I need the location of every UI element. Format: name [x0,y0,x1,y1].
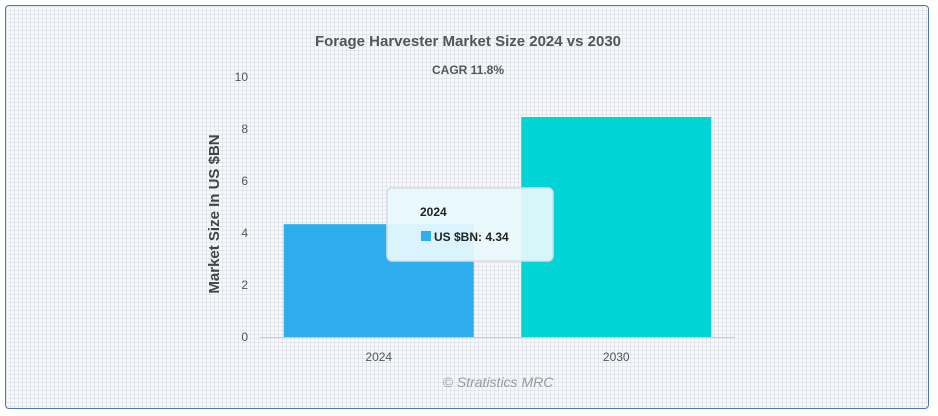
chart-svg: Forage Harvester Market Size 2024 vs 203… [206,33,735,390]
chart-title: Forage Harvester Market Size 2024 vs 203… [315,33,621,50]
tooltip-value: US $BN: 4.34 [434,230,509,244]
y-axis-label: Market Size In US $BN [206,134,223,293]
tooltip-box [386,187,554,262]
y-tick-label: 6 [241,174,248,188]
chart-card: Forage Harvester Market Size 2024 vs 203… [5,5,929,409]
x-axis: 2024 2030 [365,350,630,364]
tooltip: 2024 US $BN: 4.34 [386,187,554,262]
y-tick-label: 8 [241,122,248,136]
x-tick-label: 2024 [365,350,392,364]
x-tick-label: 2030 [603,350,630,364]
chart-credit: © Stratistics MRC [443,374,555,390]
chart-subtitle: CAGR 11.8% [432,63,504,77]
tooltip-category: 2024 [420,205,447,219]
y-tick-label: 4 [241,226,248,240]
y-axis: 0 2 4 6 8 10 [235,70,249,344]
y-tick-label: 0 [241,330,248,344]
y-tick-label: 2 [241,278,248,292]
tooltip-swatch [421,231,431,241]
y-tick-label: 10 [235,70,249,84]
